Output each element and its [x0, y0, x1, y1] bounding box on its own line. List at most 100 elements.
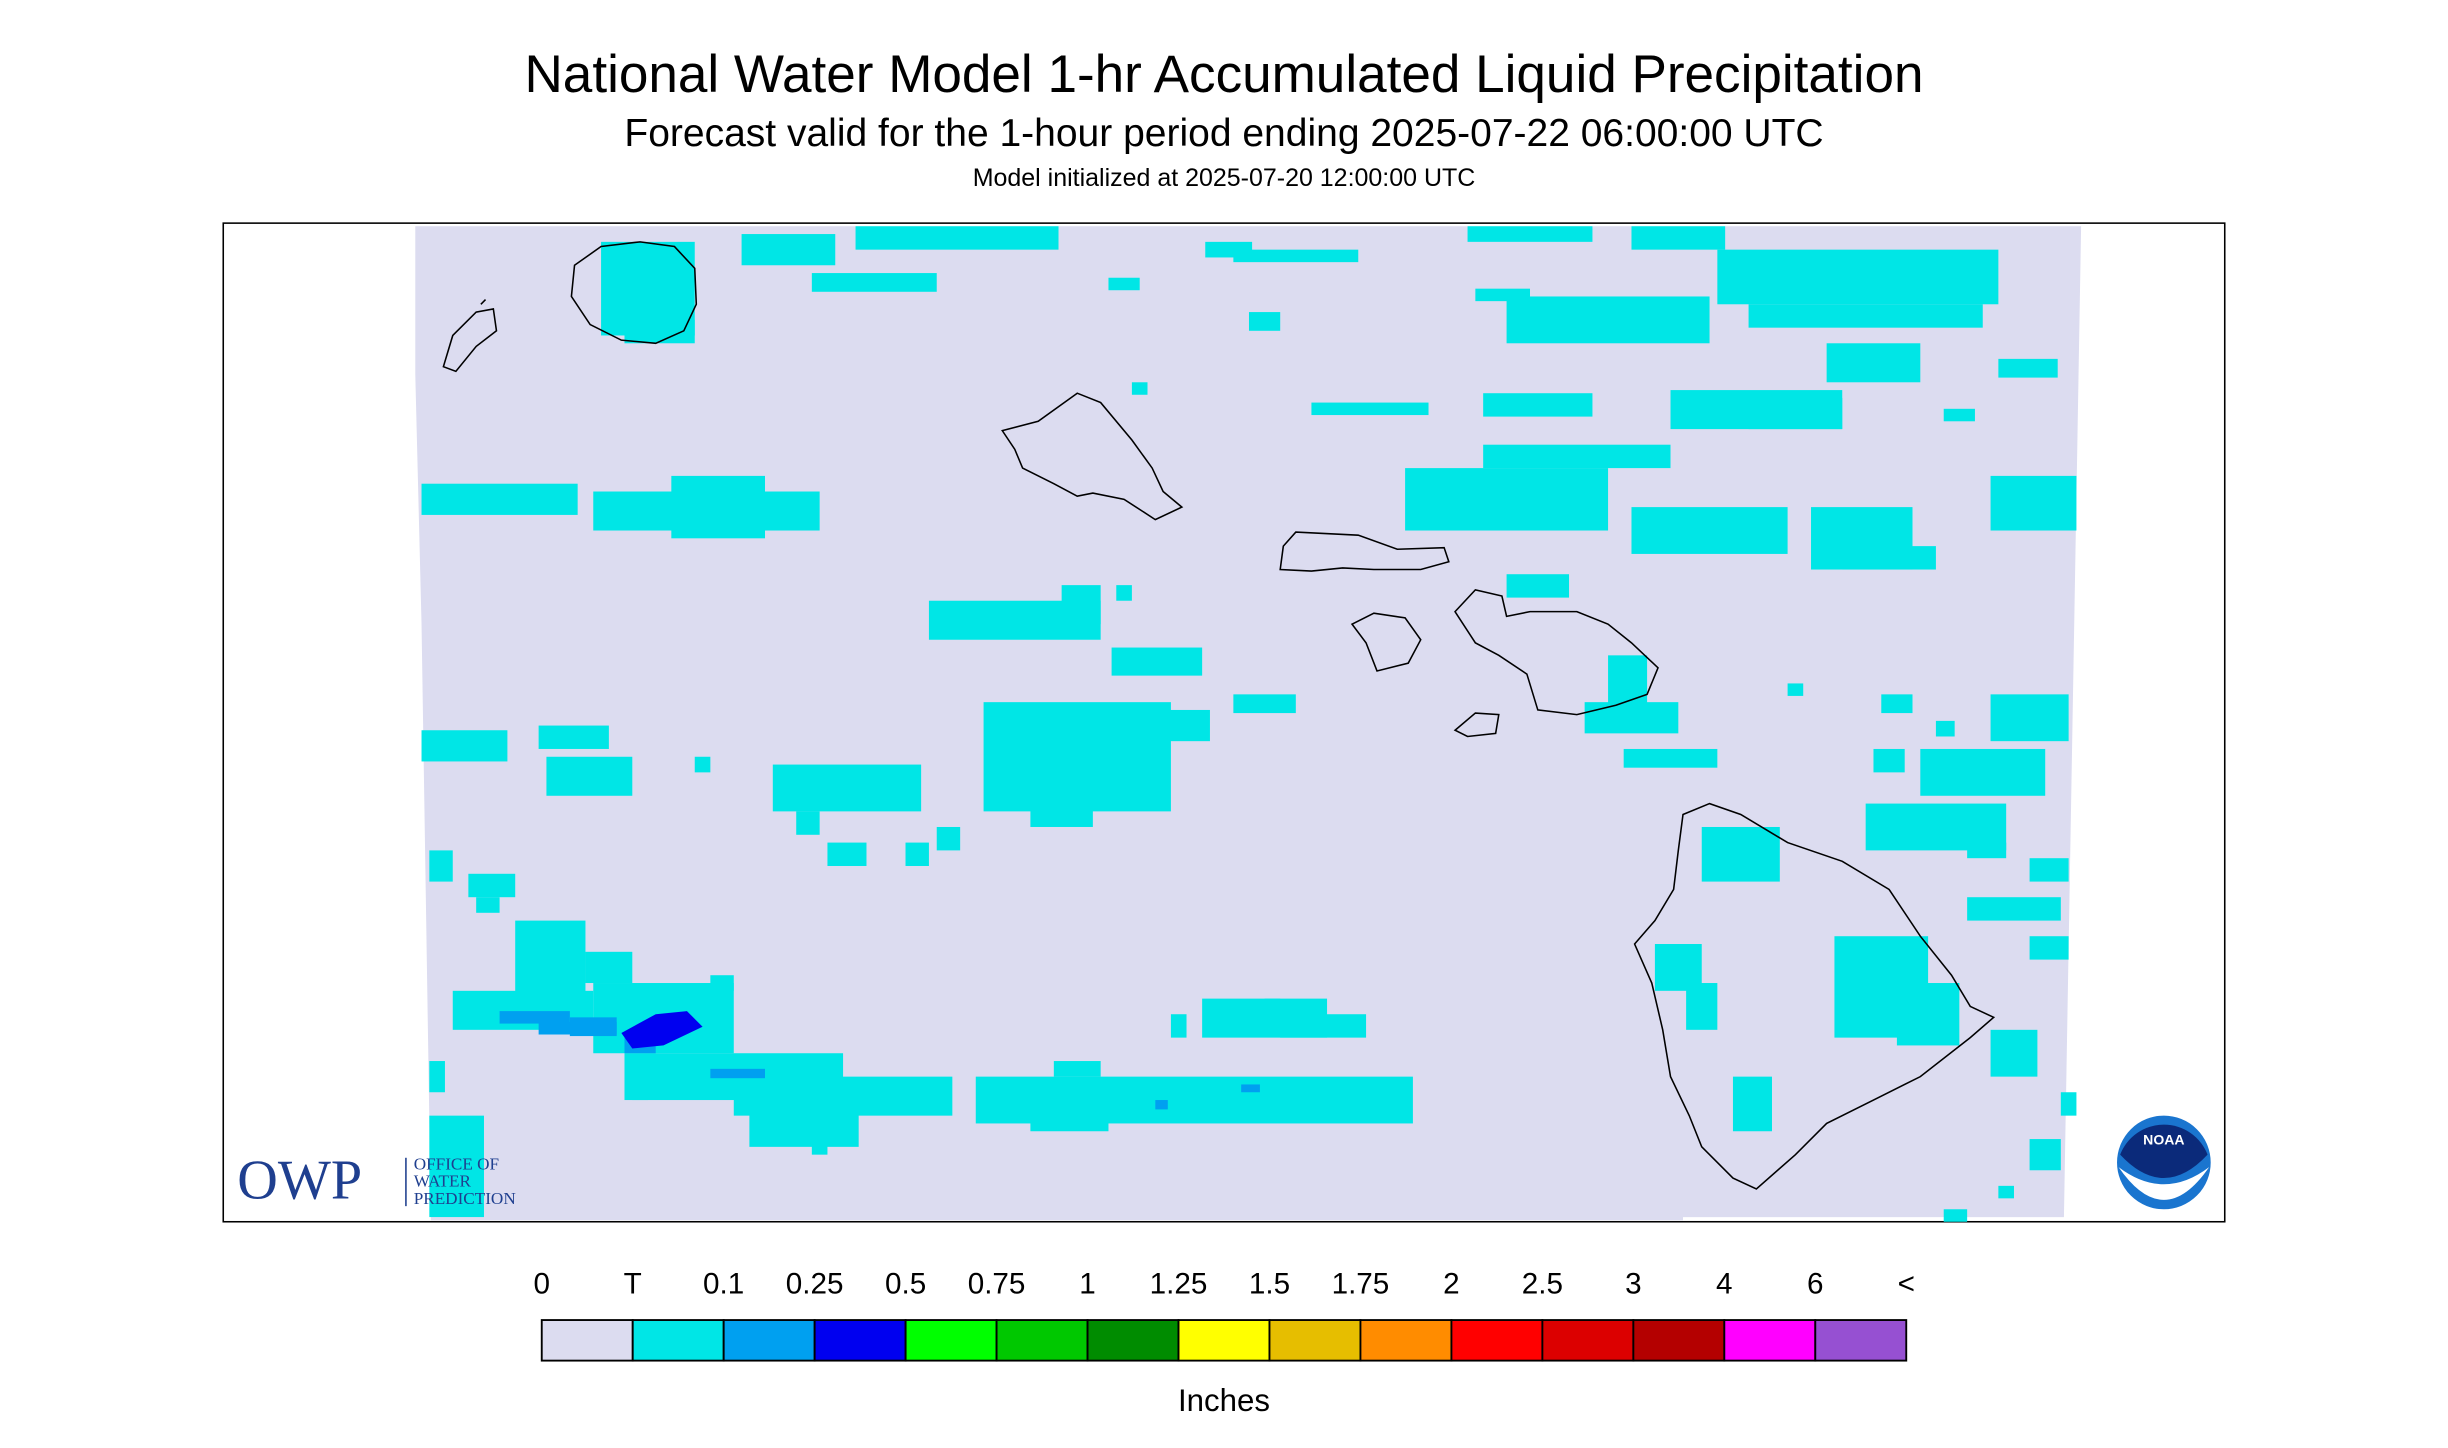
precip-patch [1881, 694, 1913, 714]
legend-label: < [1898, 1268, 1915, 1301]
precip-patch [1842, 546, 1936, 570]
legend-label: 6 [1807, 1268, 1824, 1301]
legend-swatch [995, 1319, 1089, 1362]
precip-patch [546, 756, 633, 796]
legend-swatch [1177, 1319, 1271, 1362]
legend-label: 4 [1716, 1268, 1733, 1301]
precip-patch [905, 842, 929, 866]
precip-patch [621, 1011, 703, 1049]
precip-patch [632, 1084, 648, 1101]
precip-patch [468, 873, 516, 898]
precip-patch [1935, 720, 1955, 737]
maui [1454, 588, 1659, 716]
precip-patch [1826, 343, 1921, 383]
oahu [1001, 392, 1184, 521]
precip-patch [1111, 647, 1203, 676]
legend-swatch [1541, 1319, 1635, 1362]
precip-patch [1280, 1014, 1367, 1038]
precip-patch [1873, 748, 1905, 773]
legend-label: 3 [1625, 1268, 1642, 1301]
legend-unit: Inches [1178, 1383, 1270, 1418]
legend-swatch [1086, 1319, 1180, 1362]
legend-label: 1.75 [1332, 1268, 1390, 1301]
init-time: Model initialized at 2025-07-20 12:00:00… [973, 164, 1476, 192]
precip-patch [1506, 574, 1570, 598]
legend-swatch [1359, 1319, 1453, 1362]
title: National Water Model 1-hr Accumulated Li… [525, 45, 1924, 104]
precip-patch [1116, 709, 1210, 742]
precip-patch [1030, 748, 1093, 827]
precip-patch [538, 725, 609, 749]
legend-swatch [1450, 1319, 1544, 1362]
precip-patch [2029, 1139, 2061, 1171]
precip-patch [1990, 1029, 2038, 1077]
precip-patch [811, 1139, 828, 1155]
owp-line: OFFICE OF [414, 1155, 499, 1174]
precip-patch [429, 1115, 484, 1218]
precip-patch [2060, 1092, 2077, 1116]
precip-patch [1717, 249, 1999, 305]
noaa-logo: NOAA [2113, 1112, 2214, 1213]
legend-swatch [813, 1319, 907, 1362]
precip-patch [1241, 1084, 1260, 1093]
hawaii [1633, 802, 1996, 1190]
precip-patch [1483, 393, 1593, 417]
legend-swatch [1268, 1319, 1362, 1362]
kauai [570, 241, 698, 345]
legend-swatch [1632, 1319, 1726, 1362]
precip-patch [855, 226, 1059, 250]
noaa-top [2120, 1124, 2208, 1179]
precip-patch [1732, 1076, 1772, 1132]
precip-patch [741, 234, 836, 266]
precip-patch [476, 897, 500, 913]
precip-patch [1943, 1209, 1968, 1222]
precip-patch [1998, 1185, 2014, 1199]
precip-patch [1506, 296, 1710, 344]
legend-label: 2 [1443, 1268, 1460, 1301]
precip-patch [421, 483, 578, 515]
precip-patch [1631, 226, 1726, 250]
precip-patch [1686, 983, 1718, 1030]
precip-patch [624, 319, 695, 344]
precip-patch [1896, 983, 1960, 1046]
precip-patch [1943, 408, 1975, 422]
precip-patch [1920, 748, 2046, 796]
precip-patch [1787, 683, 1804, 696]
precip-patch [1155, 1100, 1168, 1110]
precip-patch [1061, 585, 1101, 625]
legend-swatch [540, 1319, 634, 1362]
kahoolawe [1453, 712, 1500, 738]
legend-label: 2.5 [1522, 1268, 1563, 1301]
precip-patch [1998, 358, 2058, 378]
precip-patch [694, 756, 711, 773]
legend: 0 T 0.1 0.25 0.5 0.75 1 1.25 1.5 1.75 2 2.5 3 4 6 < [533, 1268, 1915, 1362]
precip-patch [772, 764, 922, 812]
legend-label: 1.5 [1249, 1268, 1290, 1301]
precip-patch [1701, 826, 1780, 882]
precip-patch [499, 1011, 570, 1024]
precip-patch [2029, 858, 2069, 882]
legend-label: 0.5 [885, 1268, 926, 1301]
owp-text: OWP [237, 1150, 362, 1212]
precip-patch [1405, 468, 1609, 531]
precip-patch [421, 730, 508, 762]
legend-label: 0.75 [968, 1268, 1026, 1301]
legend-label: 1.25 [1150, 1268, 1208, 1301]
precip-patch [1264, 998, 1281, 1015]
precip-patch [1311, 402, 1429, 416]
legend-swatch [904, 1319, 998, 1362]
precip-patch [1030, 1107, 1109, 1132]
noaa-text: NOAA [2143, 1131, 2184, 1147]
precip-patch [1170, 1014, 1187, 1038]
precip-patch [569, 1017, 617, 1037]
precip-patch [585, 951, 633, 984]
precip-patch [827, 842, 867, 866]
subtitle: Forecast valid for the 1-hour period end… [624, 112, 1823, 155]
precip-patch [1053, 1061, 1101, 1077]
niihau [442, 299, 498, 373]
coastlines [442, 241, 1996, 1190]
precip-patch [1233, 694, 1296, 714]
owp-line: WATER [414, 1172, 472, 1191]
precip-patch [1467, 226, 1593, 242]
